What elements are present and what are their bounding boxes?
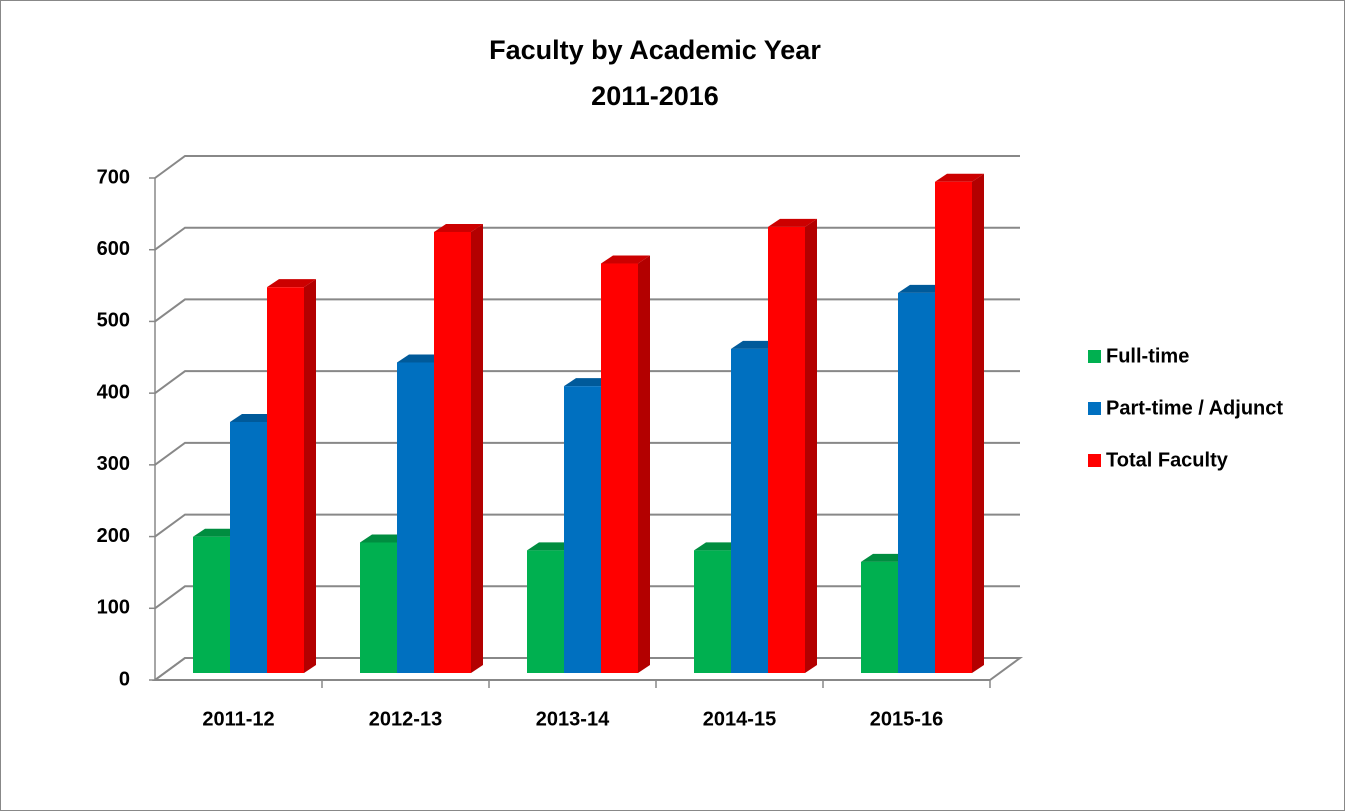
bar-top (935, 173, 984, 182)
bar-front (694, 550, 731, 673)
bar-top (694, 542, 743, 551)
bar-top (898, 284, 947, 293)
legend-label: Total Faculty (1106, 449, 1229, 471)
bar (434, 223, 483, 673)
bar-front (230, 422, 267, 673)
bar-top (601, 255, 650, 264)
bar-top (230, 414, 279, 422)
chart-title: Faculty by Academic Year (489, 35, 821, 65)
y-tick-label: 700 (97, 166, 130, 188)
legend-swatch (1088, 402, 1101, 415)
bar-front (731, 348, 768, 673)
grid-line (154, 155, 1020, 179)
y-tick-label: 400 (97, 381, 130, 403)
bar-front (360, 542, 397, 673)
bar-top (861, 553, 910, 562)
legend-label: Part-time / Adjunct (1106, 397, 1283, 419)
bar-front (898, 292, 935, 673)
x-tick-label: 2015-16 (870, 708, 943, 730)
bar (768, 218, 817, 674)
x-tick-label: 2014-15 (703, 708, 776, 730)
bar-top (193, 528, 242, 537)
bar-front (768, 226, 805, 674)
bar-top (768, 218, 817, 227)
bar-side (805, 218, 817, 674)
bar-front (601, 263, 638, 673)
legend-swatch (1088, 350, 1101, 363)
bar (601, 255, 650, 674)
legend-label: Full-time (1106, 345, 1189, 367)
bar-front (935, 181, 972, 673)
bar-top (360, 534, 409, 543)
bar-side (471, 223, 483, 673)
bar-front (527, 550, 564, 673)
bar-top (527, 542, 576, 551)
legend-swatch (1088, 454, 1101, 467)
bar-side (638, 255, 650, 674)
bar-front (564, 386, 601, 673)
y-tick-label: 0 (119, 668, 130, 690)
y-tick-label: 600 (97, 238, 130, 260)
x-tick-label: 2013-14 (536, 708, 610, 730)
bar-side (972, 173, 984, 673)
bar-top (267, 279, 316, 288)
grid-line (154, 298, 1020, 323)
bar-top (434, 223, 483, 232)
x-tick-label: 2011-12 (202, 708, 274, 730)
y-tick-label: 200 (97, 525, 130, 547)
bar-side (304, 279, 316, 673)
bar-top (397, 354, 446, 363)
bar-front (434, 231, 471, 673)
bar-front (397, 362, 434, 673)
bar-front (861, 561, 898, 673)
bar-front (193, 536, 230, 673)
bar (267, 279, 316, 673)
bar-front (267, 287, 304, 673)
grid-line (154, 226, 1020, 251)
y-tick-label: 300 (97, 453, 130, 475)
bar-top (564, 378, 613, 387)
chart-subtitle: 2011-2016 (591, 81, 719, 111)
bar (935, 173, 984, 673)
y-tick-label: 500 (97, 310, 130, 332)
y-tick-label: 100 (97, 597, 130, 619)
bar-top (731, 340, 780, 349)
x-tick-label: 2012-13 (369, 708, 442, 730)
